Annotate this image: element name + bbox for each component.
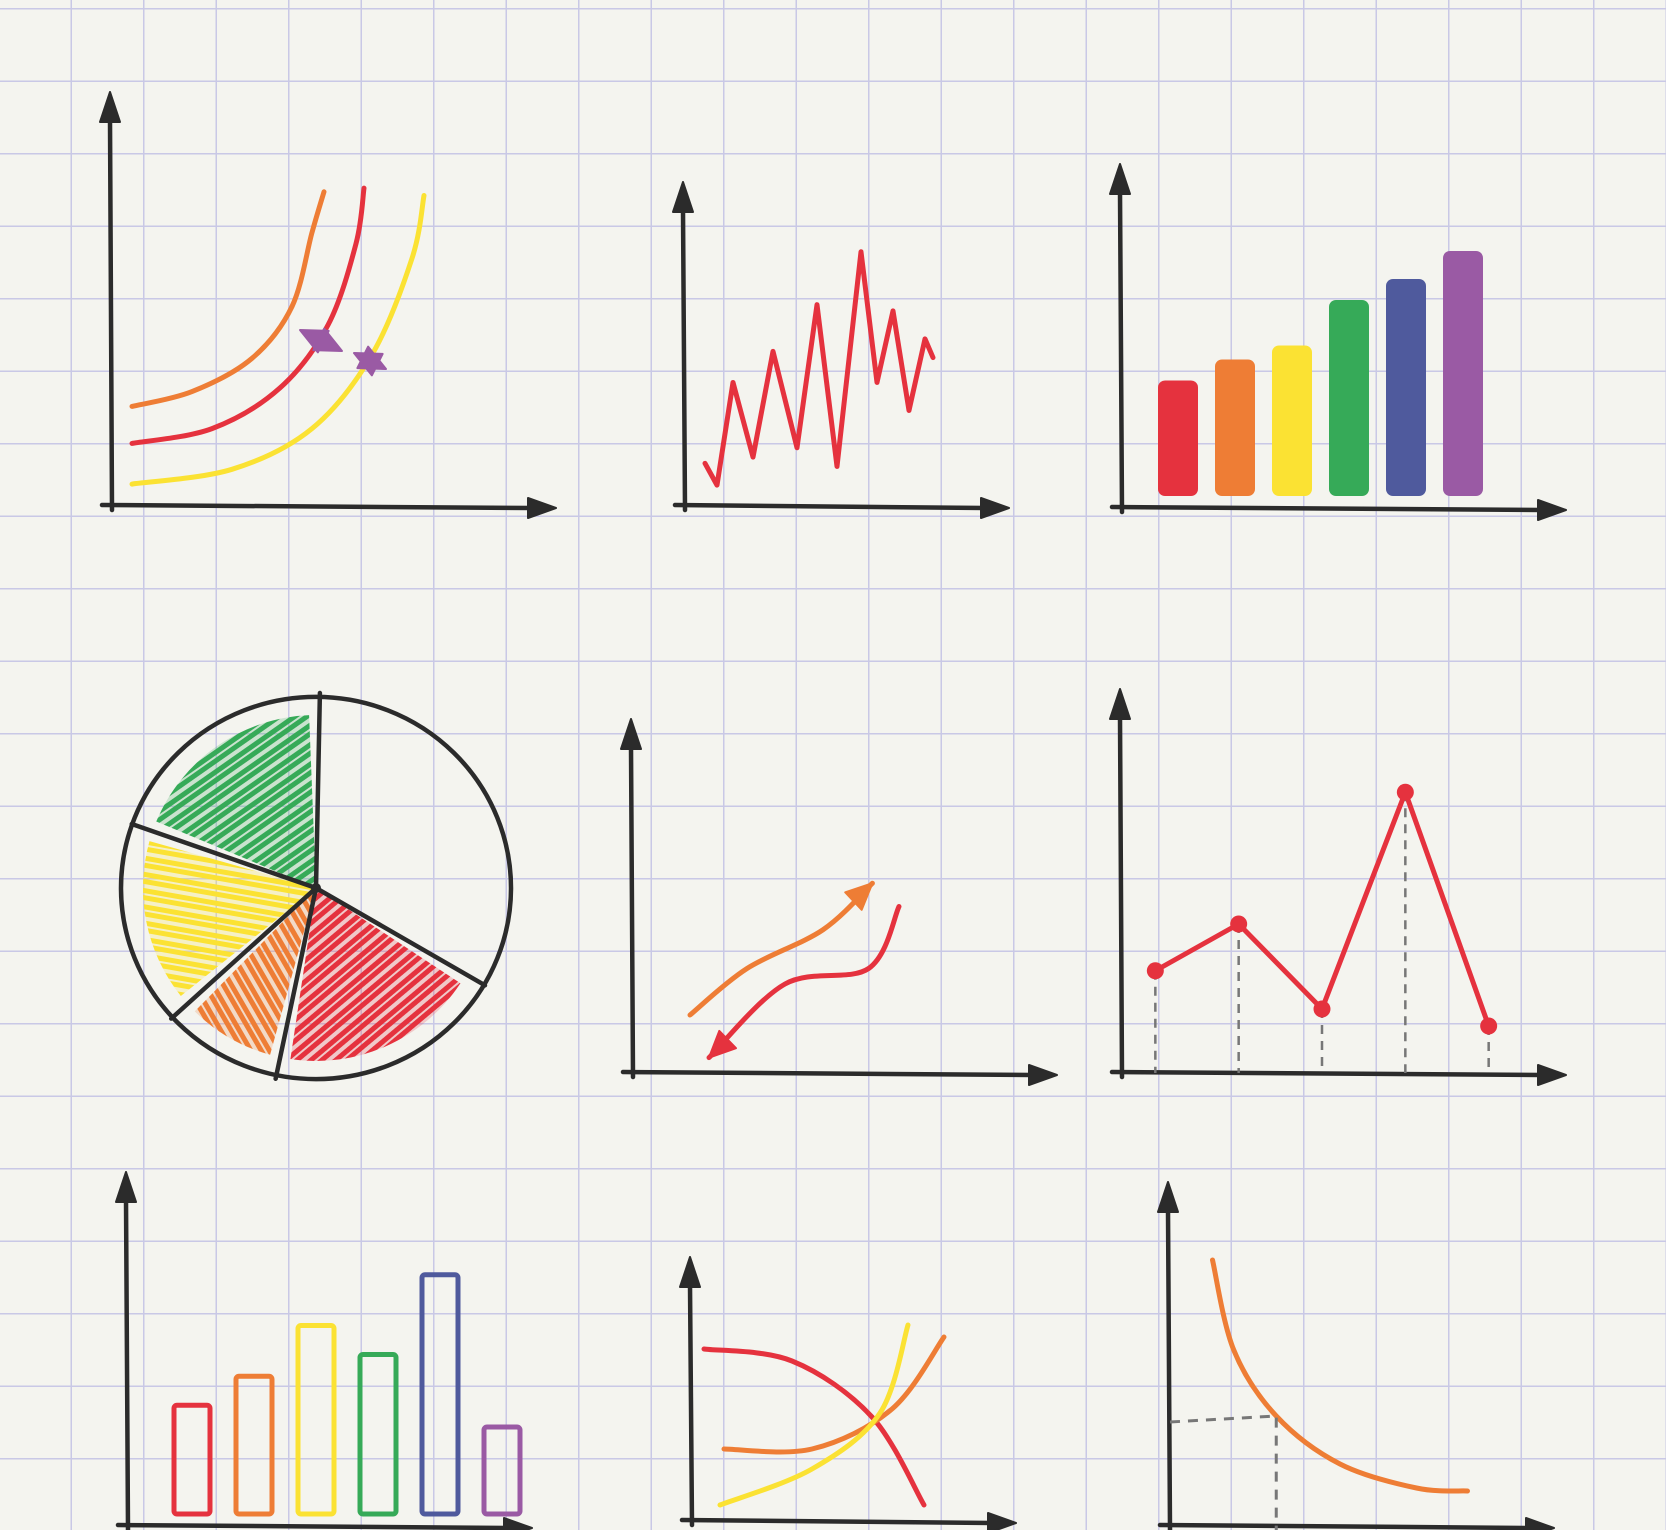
rainbow-bars-bar-3 (1329, 300, 1369, 496)
outline-bars-bar-1 (233, 1373, 275, 1517)
crossing-arrows-series-1-line (706, 904, 902, 1061)
zigzag-line-axes (672, 181, 1010, 519)
y-axis (1117, 714, 1125, 1080)
indifference-curves-series-0-line (129, 189, 327, 409)
x-axis-arrowhead (1525, 1517, 1555, 1530)
x-axis-arrowhead (1537, 499, 1567, 521)
supply-demand-axes (679, 1256, 1017, 1530)
x-axis (99, 502, 535, 511)
y-axis (1117, 189, 1125, 515)
x-axis-arrowhead (1537, 1064, 1567, 1086)
point-line-data-point (1146, 962, 1164, 980)
x-axis (1157, 1522, 1533, 1530)
decay-curve-axes (1157, 1181, 1555, 1530)
rainbow-bars-bars (1158, 251, 1483, 496)
scribble-pie-slice-1 (290, 888, 461, 1061)
supply-demand-series-0-line (701, 1346, 927, 1508)
outline-bars-bars (171, 1272, 523, 1517)
rainbow-bars-bar-2 (1272, 345, 1312, 496)
decay-curve-series (1169, 1257, 1470, 1530)
shift-arrowhead (356, 345, 387, 370)
y-axis-arrowhead (620, 718, 642, 750)
indifference-curves-series-1-line (129, 185, 367, 446)
scribble-pie-divider-4 (129, 821, 319, 891)
indifference-curves-axes (99, 91, 557, 519)
y-axis-arrowhead (1109, 688, 1131, 720)
scribble-pie (118, 690, 514, 1082)
outline-bars-bar-0 (171, 1402, 213, 1517)
point-line-series (1146, 783, 1498, 1073)
y-axis-arrowhead (115, 1171, 137, 1203)
point-line-data-point (1230, 915, 1248, 933)
shift-arrowhead (312, 327, 343, 352)
x-axis (620, 1069, 1036, 1078)
x-axis-arrowhead (527, 497, 557, 519)
decay-curve-series-0-line (1210, 1257, 1470, 1494)
scribble-pie-slice-2 (194, 888, 316, 1055)
x-axis-arrowhead (980, 497, 1010, 519)
point-line-series-0-line (1152, 789, 1492, 1029)
outline-bars-bar-5 (481, 1424, 523, 1517)
scribble-pie-slice-3 (142, 841, 316, 996)
indifference-curves-series (129, 185, 427, 487)
point-line-data-point (1396, 783, 1414, 801)
supply-demand-series (701, 1322, 947, 1508)
decay-curve-reference-lines (1169, 1414, 1278, 1530)
crossing-arrows-series (687, 880, 902, 1061)
rainbow-bars-axes (1109, 163, 1567, 521)
y-axis (628, 744, 636, 1080)
crossing-arrows-axes (620, 718, 1058, 1086)
supply-demand-series-1-line (721, 1334, 947, 1455)
outline-bars-bar-3 (357, 1352, 399, 1517)
scribble-pie-slice-4 (156, 715, 316, 888)
scribble-pie-divider-2 (273, 885, 319, 1082)
y-axis (123, 1197, 131, 1530)
outline-bars-axes (115, 1171, 533, 1530)
x-axis (115, 1522, 511, 1530)
x-axis-arrowhead (1028, 1064, 1058, 1086)
outline-bars-bar-4 (419, 1272, 461, 1517)
scribble-pie-divider-3 (168, 885, 319, 1021)
rainbow-bars-bar-1 (1215, 359, 1255, 496)
rainbow-bars-bar-4 (1386, 279, 1426, 496)
y-axis (1165, 1207, 1173, 1530)
y-axis-arrowhead (1157, 1181, 1179, 1213)
scribble-pie-divider-0 (313, 690, 323, 891)
point-line-data-point (1480, 1017, 1498, 1035)
point-line-data-point (1313, 1000, 1331, 1018)
x-axis (679, 1517, 995, 1526)
y-axis (680, 207, 688, 513)
rainbow-bars-bar-0 (1158, 380, 1198, 496)
x-axis-arrowhead (503, 1517, 533, 1530)
point-line-axes (1109, 688, 1567, 1086)
y-axis (107, 117, 115, 513)
indifference-curves-series-2-line (129, 193, 427, 487)
crossing-arrows-series-1-arrowhead (708, 1029, 738, 1059)
y-axis-arrowhead (672, 181, 694, 213)
y-axis-arrowhead (679, 1256, 701, 1288)
crossing-arrows-series-0-arrowhead (844, 882, 874, 911)
crossing-arrows-series-0-line (687, 880, 875, 1018)
outline-bars-bar-2 (295, 1323, 337, 1517)
scribble-pie-center (311, 883, 321, 893)
x-axis (1109, 1069, 1545, 1078)
y-axis-arrowhead (99, 91, 121, 123)
x-axis (672, 502, 988, 511)
zigzag-line-series-0-line (702, 249, 936, 488)
y-axis (687, 1282, 695, 1528)
x-axis-arrowhead (987, 1512, 1017, 1530)
scribble-pie-outline (118, 694, 514, 1082)
rainbow-bars-bar-5 (1443, 251, 1483, 496)
supply-demand-series-2-line (717, 1322, 911, 1508)
y-axis-arrowhead (1109, 163, 1131, 195)
scribble-pie-divider-1 (313, 885, 488, 988)
x-axis (1109, 504, 1545, 513)
zigzag-line-series (702, 249, 936, 488)
